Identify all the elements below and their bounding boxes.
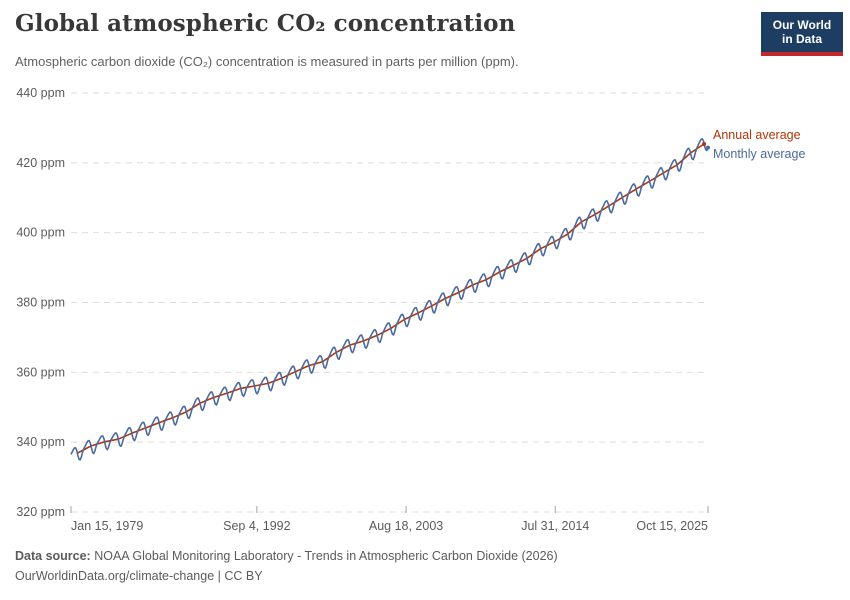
- y-axis-label-380ppm: 380 ppm: [16, 296, 65, 310]
- x-axis-label: Jan 15, 1979: [71, 519, 143, 533]
- license-line: OurWorldinData.org/climate-change | CC B…: [15, 569, 263, 583]
- legend-monthly-average[interactable]: Monthly average: [713, 147, 806, 161]
- y-axis-label-320ppm: 320 ppm: [16, 505, 65, 519]
- x-axis-label: Sep 4, 1992: [223, 519, 290, 533]
- chart-subtitle: Atmospheric carbon dioxide (CO₂) concent…: [15, 54, 519, 69]
- owid-logo: Our World in Data: [761, 12, 843, 56]
- data-source-label: Data source:: [15, 549, 91, 563]
- monthly-average-end-marker: [706, 145, 711, 150]
- x-axis-label: Aug 18, 2003: [369, 519, 443, 533]
- y-axis-label-440ppm: 440 ppm: [16, 86, 65, 100]
- x-axis-label: Jul 31, 2014: [521, 519, 589, 533]
- y-axis-label-340ppm: 340 ppm: [16, 435, 65, 449]
- data-source-line: Data source: NOAA Global Monitoring Labo…: [15, 546, 558, 566]
- annual-average-line[interactable]: [76, 143, 705, 454]
- chart-footer: Data source: NOAA Global Monitoring Labo…: [15, 546, 558, 586]
- monthly-average-line[interactable]: [70, 138, 709, 461]
- y-axis-label-360ppm: 360 ppm: [16, 365, 65, 379]
- data-source-text: NOAA Global Monitoring Laboratory - Tren…: [90, 549, 558, 563]
- legend-annual-average[interactable]: Annual average: [713, 128, 801, 142]
- y-axis-label-420ppm: 420 ppm: [16, 156, 65, 170]
- owid-logo-line1: Our World: [772, 18, 832, 32]
- y-axis-label-400ppm: 400 ppm: [16, 226, 65, 240]
- x-axis-label: Oct 15, 2025: [636, 519, 708, 533]
- chart-title: Global atmospheric CO₂ concentration: [15, 10, 516, 37]
- owid-logo-line2: in Data: [781, 32, 822, 47]
- annual-average-end-marker: [702, 141, 707, 146]
